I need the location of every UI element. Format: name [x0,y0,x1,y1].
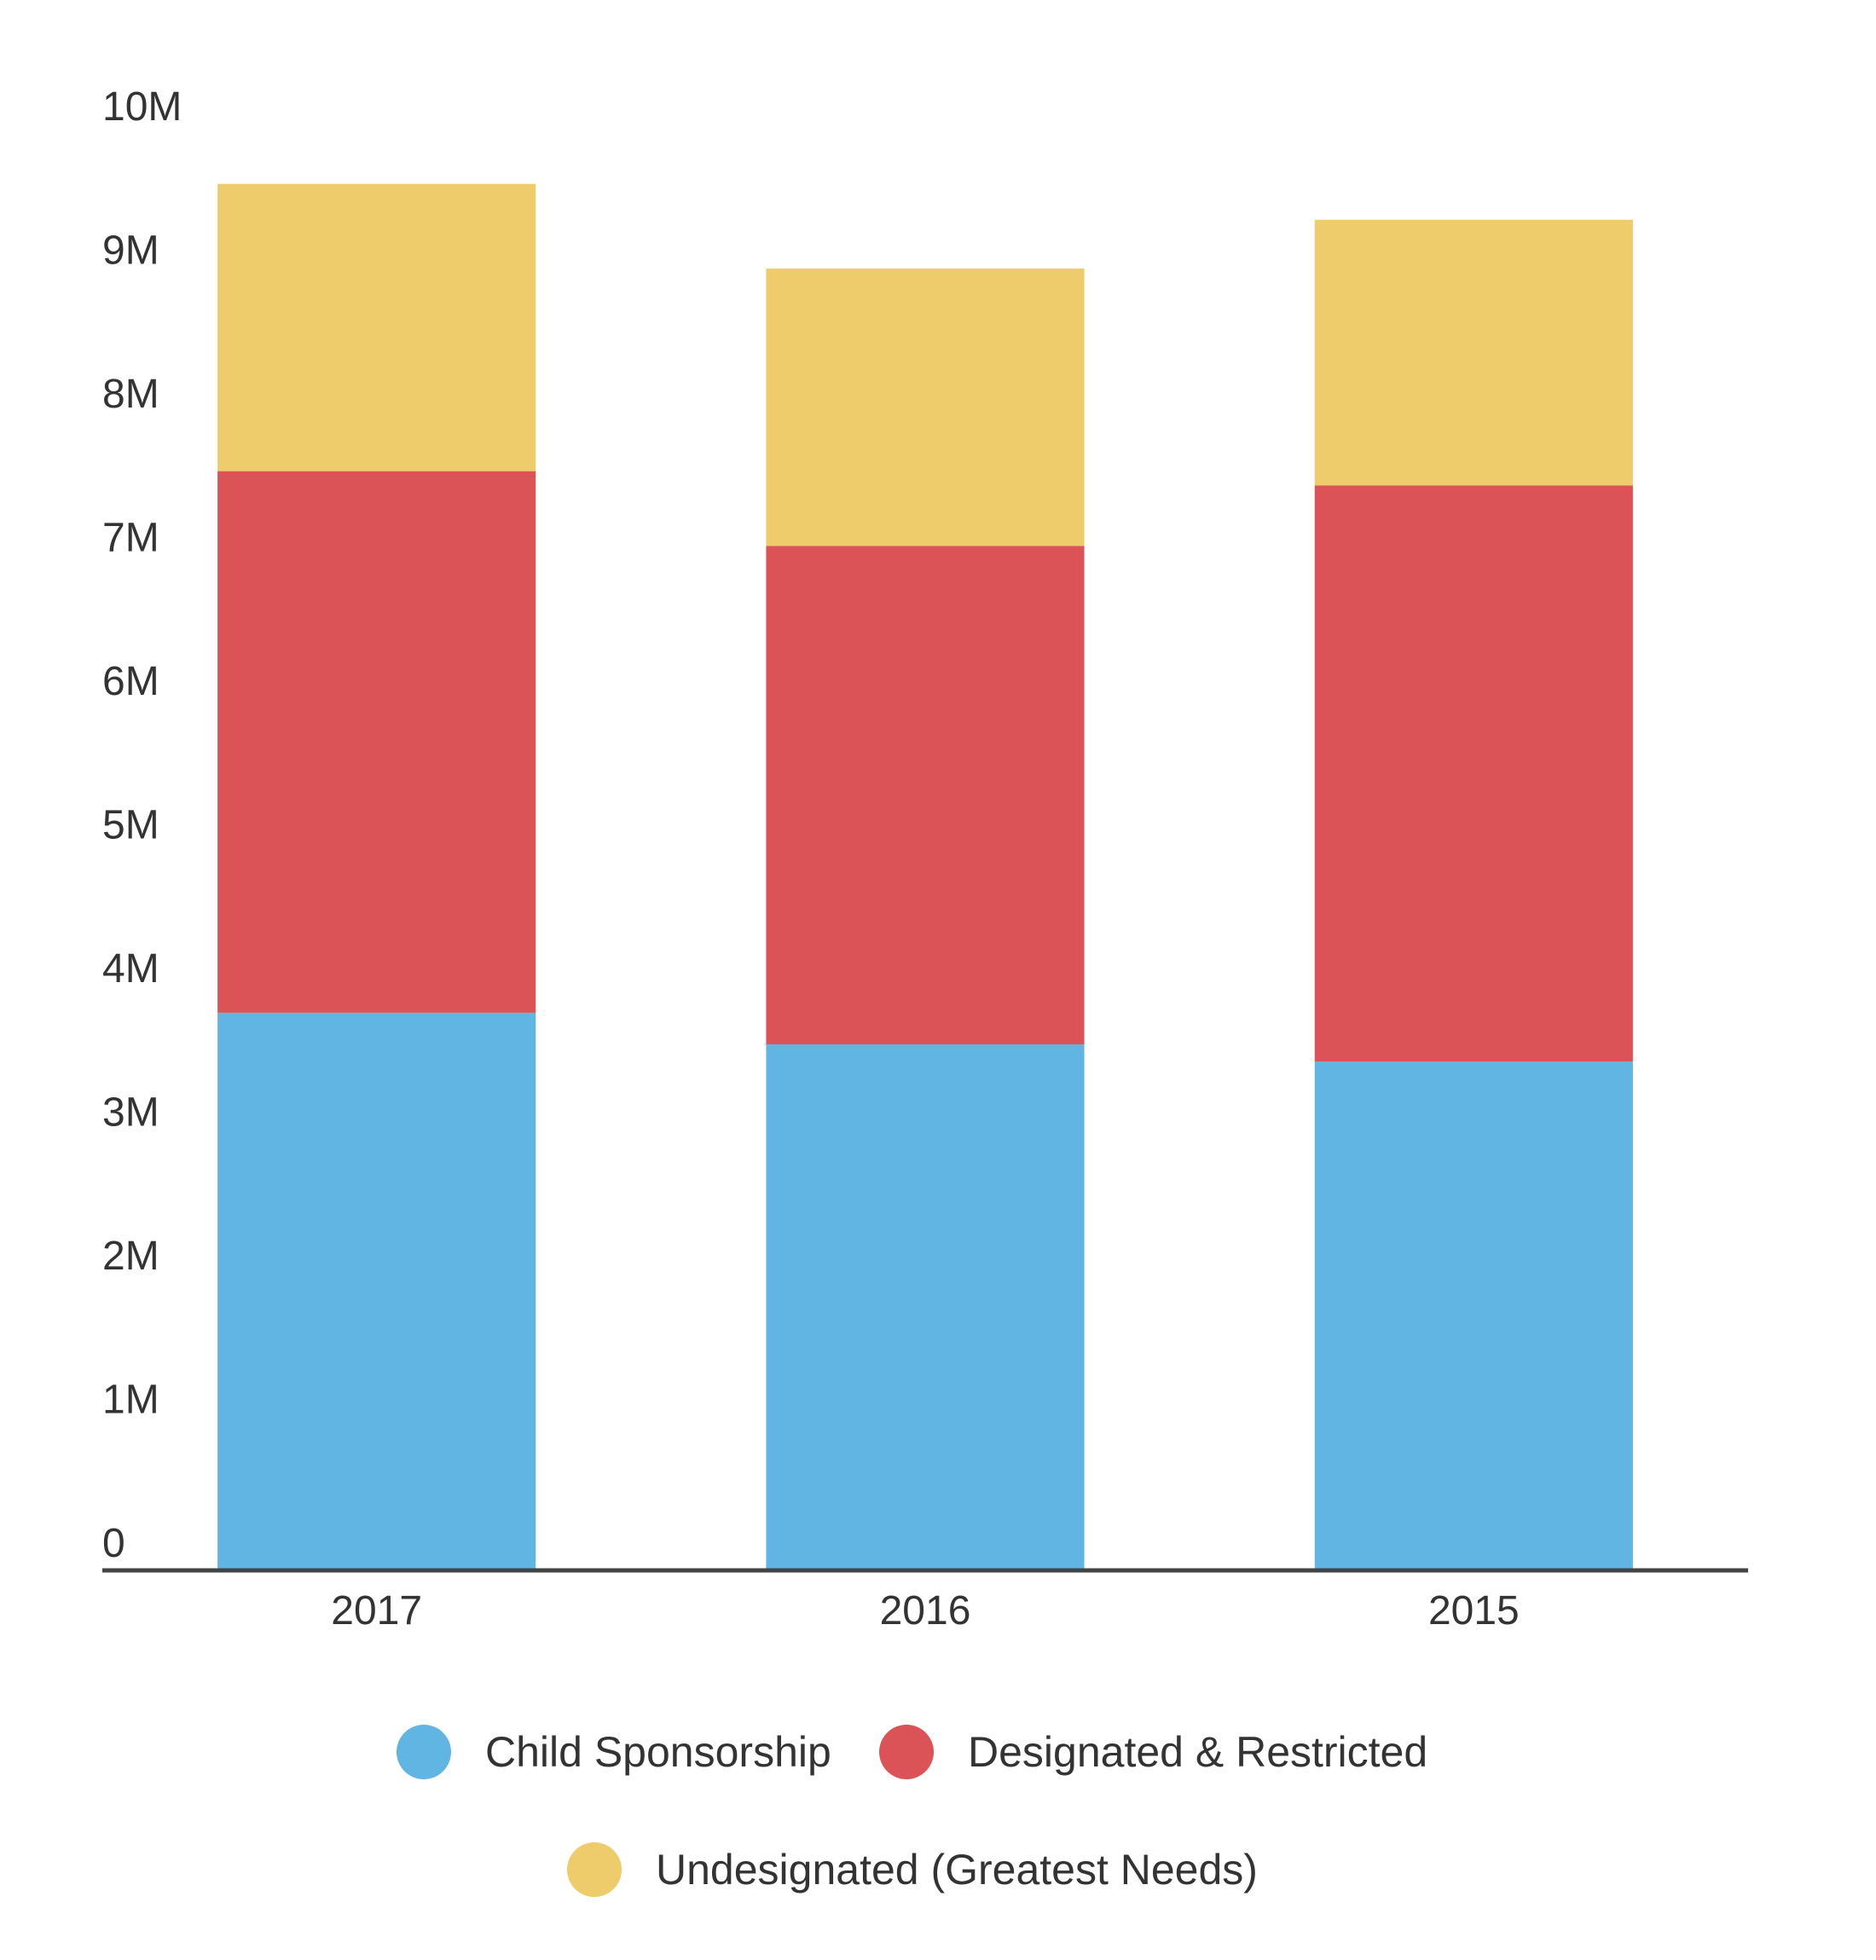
y-tick-label: 1M [102,1378,159,1423]
legend-label: Child Sponsorship [485,1728,831,1776]
bar-segment-2017-1 [217,471,536,1013]
y-tick-label: 6M [102,659,159,704]
bar-segment-2015-2 [1314,219,1633,486]
y-axis-ticks: 0 1M 2M 3M 4M 5M 6M 7M 8M 9M 10M [102,84,182,1566]
y-tick-label: 7M [102,516,159,561]
bar-segment-2015-1 [1314,485,1633,1062]
legend-label: Designated & Restricted [968,1728,1427,1776]
x-tick-label: 2017 [331,1588,422,1633]
x-axis-ticks: 2017 2016 2015 [331,1588,1519,1633]
y-tick-label: 3M [102,1090,159,1136]
bar-segment-2016-2 [766,269,1085,546]
y-tick-label: 9M [102,228,159,274]
bar-segment-2016-0 [766,1044,1085,1569]
legend-label: Undesignated (Greatest Needs) [656,1846,1258,1894]
x-tick-label: 2016 [880,1588,971,1633]
legend-swatch [879,1725,934,1779]
bar-segment-2015-0 [1314,1061,1633,1569]
bar-segment-2017-0 [217,1012,536,1569]
bars [217,183,1633,1569]
y-tick-label: 10M [102,84,182,130]
legend-swatch [397,1725,451,1779]
legend-swatch [567,1842,622,1897]
y-tick-label: 5M [102,803,159,848]
y-tick-label: 4M [102,946,159,992]
bar-segment-2016-1 [766,546,1085,1044]
y-tick-label: 0 [102,1521,125,1566]
y-tick-label: 2M [102,1234,159,1279]
x-tick-label: 2015 [1428,1588,1520,1633]
y-tick-label: 8M [102,372,159,417]
legend: Child Sponsorship Designated & Restricted… [397,1725,1427,1897]
bar-segment-2017-2 [217,183,536,471]
